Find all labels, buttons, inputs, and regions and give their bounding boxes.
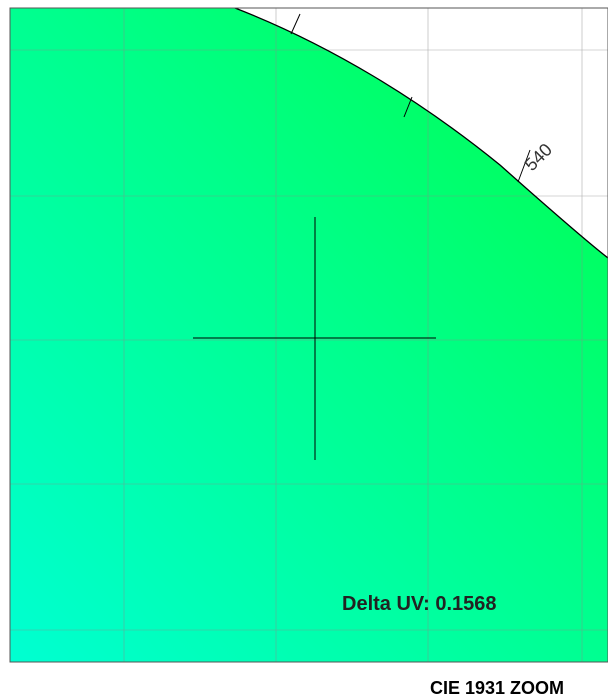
wavelength-tick <box>403 96 413 118</box>
target-crosshair[interactable] <box>193 217 436 460</box>
delta-uv-label: Delta UV: 0.1568 <box>342 593 497 615</box>
gamut-fill <box>10 8 608 662</box>
grid <box>10 8 608 662</box>
plot-border <box>9 7 608 663</box>
wavelength-tick-540 <box>517 149 531 183</box>
diagram-title: CIE 1931 ZOOM <box>430 678 564 698</box>
wavelength-tick <box>290 13 301 35</box>
spectral-locus <box>234 8 608 259</box>
